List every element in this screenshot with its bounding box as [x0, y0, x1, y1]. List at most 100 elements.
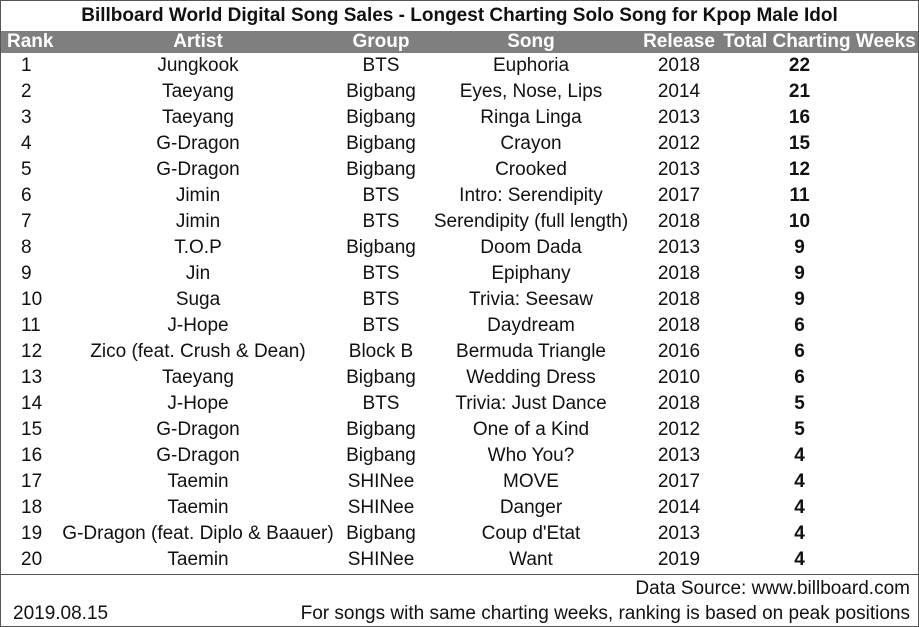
artist-cell: Jimin — [175, 185, 221, 206]
release-cell: 2014 — [657, 81, 701, 102]
weeks-value: 21 — [788, 81, 811, 102]
artist-cell: G-Dragon — [156, 159, 240, 180]
artist-cell: Jin — [185, 263, 211, 284]
weeks-cell: 4 — [721, 495, 918, 521]
group-cell: BTS — [362, 185, 400, 206]
artist-cell: Zico (feat. Crush & Dean) — [90, 341, 306, 362]
rank-cell: 20 — [21, 549, 43, 570]
weeks-cell: 16 — [721, 105, 918, 131]
artist-cell: G-Dragon — [156, 445, 240, 466]
rank-cell: 13 — [21, 367, 43, 388]
song-cell: Who You? — [487, 445, 575, 466]
song-cell: Ringa Linga — [480, 107, 582, 128]
rank-cell: 11 — [21, 315, 41, 336]
release-cell: 2013 — [657, 237, 701, 258]
song-cell: Danger — [499, 497, 563, 518]
table-row: 9 Jin BTS Epiphany 2018 9 — [1, 261, 918, 287]
group-cell: BTS — [362, 211, 400, 232]
weeks-value: 4 — [794, 549, 805, 570]
rank-cell: 7 — [21, 211, 32, 232]
song-cell: Want — [509, 549, 553, 570]
group-cell: Bigbang — [346, 133, 416, 154]
release-cell: 2019 — [657, 549, 701, 570]
ranking-table: Rank Artist Group Song Release Total Cha… — [1, 31, 918, 573]
page-title: Billboard World Digital Song Sales - Lon… — [81, 5, 838, 26]
weeks-cell: 10 — [721, 209, 918, 235]
weeks-cell: 4 — [721, 521, 918, 547]
song-cell: Coup d'Etat — [481, 523, 581, 544]
rank-cell: 5 — [21, 159, 32, 180]
ranking-note: For songs with same charting weeks, rank… — [300, 603, 910, 624]
table-row: 8 T.O.P Bigbang Doom Dada 2013 9 — [1, 235, 918, 261]
artist-cell: Taemin — [167, 471, 229, 492]
weeks-value: 9 — [794, 289, 805, 310]
group-cell: BTS — [362, 263, 400, 284]
song-cell: Trivia: Seesaw — [469, 289, 593, 310]
weeks-value: 12 — [788, 159, 811, 180]
rank-cell: 14 — [21, 393, 43, 414]
release-cell: 2018 — [657, 211, 701, 232]
weeks-value: 4 — [794, 497, 805, 518]
weeks-cell: 22 — [721, 53, 918, 79]
song-cell: Euphoria — [492, 55, 570, 76]
song-cell: Wedding Dress — [466, 367, 596, 388]
group-cell: Bigbang — [346, 367, 416, 388]
table-row: 13 Taeyang Bigbang Wedding Dress 2010 6 — [1, 365, 918, 391]
table-row: 11 J-Hope BTS Daydream 2018 6 — [1, 313, 918, 339]
weeks-value: 22 — [788, 55, 811, 76]
weeks-value: 16 — [788, 107, 811, 128]
group-cell: Bigbang — [346, 445, 416, 466]
release-cell: 2012 — [657, 419, 701, 440]
table-row: 15 G-Dragon Bigbang One of a Kind 2012 5 — [1, 417, 918, 443]
weeks-cell: 6 — [721, 365, 918, 391]
group-cell: Bigbang — [346, 237, 416, 258]
rank-cell: 17 — [21, 471, 43, 492]
weeks-value: 15 — [788, 133, 811, 154]
artist-cell: Jungkook — [157, 55, 239, 76]
weeks-value: 5 — [794, 419, 805, 440]
weeks-cell: 9 — [721, 261, 918, 287]
weeks-value: 9 — [794, 263, 805, 284]
table-row: 4 G-Dragon Bigbang Crayon 2012 15 — [1, 131, 918, 157]
artist-cell: Taemin — [167, 497, 229, 518]
table-row: 2 Taeyang Bigbang Eyes, Nose, Lips 2014 21 — [1, 79, 918, 105]
data-source: Data Source: www.billboard.com — [635, 578, 910, 599]
table-row: 3 Taeyang Bigbang Ringa Linga 2013 16 — [1, 105, 918, 131]
rank-cell: 16 — [21, 445, 43, 466]
header-group: Group — [352, 31, 410, 52]
group-cell: SHINee — [347, 549, 415, 570]
weeks-cell: 5 — [721, 391, 918, 417]
artist-cell: T.O.P — [174, 237, 222, 258]
weeks-value: 4 — [794, 471, 805, 492]
table-row: 16 G-Dragon Bigbang Who You? 2013 4 — [1, 443, 918, 469]
group-cell: Bigbang — [346, 107, 416, 128]
release-cell: 2010 — [657, 367, 701, 388]
weeks-cell: 9 — [721, 235, 918, 261]
release-cell: 2013 — [657, 107, 701, 128]
rank-cell: 2 — [21, 81, 32, 102]
release-cell: 2013 — [657, 523, 701, 544]
rank-cell: 1 — [21, 55, 32, 76]
release-cell: 2012 — [657, 133, 701, 154]
group-cell: Block B — [348, 341, 414, 362]
song-cell: Intro: Serendipity — [459, 185, 603, 206]
artist-cell: Taeyang — [162, 367, 234, 388]
rank-cell: 8 — [21, 237, 32, 258]
rank-cell: 19 — [21, 523, 43, 544]
artist-cell: G-Dragon — [156, 133, 240, 154]
song-cell: Bermuda Triangle — [456, 341, 606, 362]
rank-cell: 9 — [21, 263, 32, 284]
song-cell: Epiphany — [491, 263, 571, 284]
table-row: 6 Jimin BTS Intro: Serendipity 2017 11 — [1, 183, 918, 209]
table-row: 17 Taemin SHINee MOVE 2017 4 — [1, 469, 918, 495]
weeks-cell: 4 — [721, 469, 918, 495]
weeks-value: 6 — [794, 367, 805, 388]
header-weeks: Total Charting Weeks — [723, 31, 916, 52]
weeks-value: 5 — [794, 393, 805, 414]
rank-cell: 6 — [21, 185, 32, 206]
rank-cell: 12 — [21, 341, 43, 362]
table-body: 1 Jungkook BTS Euphoria 2018 22 2 Taeyang Bigban… — [1, 53, 918, 573]
table-row: 1 Jungkook BTS Euphoria 2018 22 — [1, 53, 918, 79]
song-cell: Doom Dada — [480, 237, 582, 258]
artist-cell: Taeyang — [162, 81, 234, 102]
